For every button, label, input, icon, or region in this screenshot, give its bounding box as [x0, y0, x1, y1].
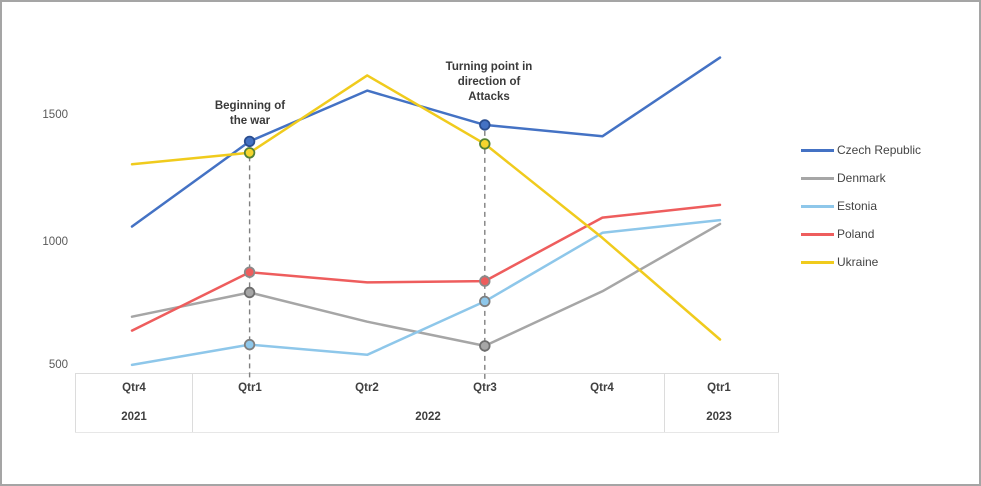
annotation-line: the war: [229, 115, 271, 127]
marker-czech-republic: [243, 135, 256, 148]
legend-label: Estonia: [837, 199, 878, 213]
x-axis-divider-2021-2022: [192, 373, 193, 432]
marker-ukraine: [243, 147, 256, 159]
annotation-line: direction of: [457, 76, 521, 88]
annotation-line: Attacks: [468, 91, 510, 103]
legend-item-estonia: Estonia: [801, 192, 921, 220]
annotation-line: Turning point in: [445, 61, 533, 73]
marker-denmark: [479, 340, 491, 352]
series-line-ukraine: [130, 74, 722, 341]
legend-label: Poland: [837, 227, 875, 241]
legend-swatch-denmark: [801, 176, 834, 180]
legend-item-czech-republic: Czech Republic: [801, 136, 921, 164]
marker-denmark: [243, 286, 256, 299]
legend-swatch-ukraine: [801, 260, 834, 264]
x-tick-qtr4-2022: Qtr4: [590, 382, 614, 394]
legend-swatch-estonia: [801, 204, 834, 208]
marker-ukraine: [479, 138, 491, 150]
annotation-line: Beginning of: [214, 100, 286, 112]
x-axis-top-border: [75, 373, 779, 374]
legend-item-ukraine: Ukraine: [801, 248, 921, 276]
y-tick-1500: 1500: [42, 109, 68, 121]
marker-poland: [243, 266, 256, 278]
series-line-poland: [130, 203, 722, 332]
x-tick-qtr1-2023: Qtr1: [707, 382, 731, 394]
x-year-2022: 2022: [415, 411, 441, 423]
series-line-denmark: [130, 222, 722, 348]
x-axis-divider-2022-2023: [664, 373, 665, 432]
x-tick-qtr2-2022: Qtr2: [355, 382, 379, 394]
legend-item-poland: Poland: [801, 220, 921, 248]
legend-label: Denmark: [837, 171, 886, 185]
series-line-estonia: [130, 218, 722, 367]
x-axis-bottom-border: [75, 432, 779, 433]
legend-label: Ukraine: [837, 255, 879, 269]
legend: Czech Republic Denmark Estonia Poland Uk…: [801, 136, 921, 276]
marker-estonia: [243, 338, 256, 351]
x-axis-divider-left: [75, 373, 76, 432]
legend-swatch-czech-republic: [801, 148, 834, 152]
legend-swatch-poland: [801, 232, 834, 236]
y-tick-500: 500: [48, 359, 68, 371]
marker-poland: [479, 275, 491, 287]
marker-czech-republic: [479, 119, 491, 131]
x-year-2023: 2023: [706, 411, 732, 423]
x-year-2021: 2021: [121, 411, 147, 423]
x-tick-qtr4-2021: Qtr4: [122, 382, 146, 394]
x-axis-divider-right: [778, 373, 779, 432]
marker-estonia: [479, 295, 491, 308]
legend-label: Czech Republic: [837, 143, 922, 157]
annotation-turning-point: Turning point in direction of Attacks: [426, 60, 552, 105]
legend-item-denmark: Denmark: [801, 164, 921, 192]
x-tick-qtr1-2022: Qtr1: [238, 382, 262, 394]
y-tick-1000: 1000: [42, 236, 68, 248]
x-tick-qtr3-2022: Qtr3: [473, 382, 497, 394]
annotation-beginning-of-war: Beginning of the war: [187, 99, 313, 129]
